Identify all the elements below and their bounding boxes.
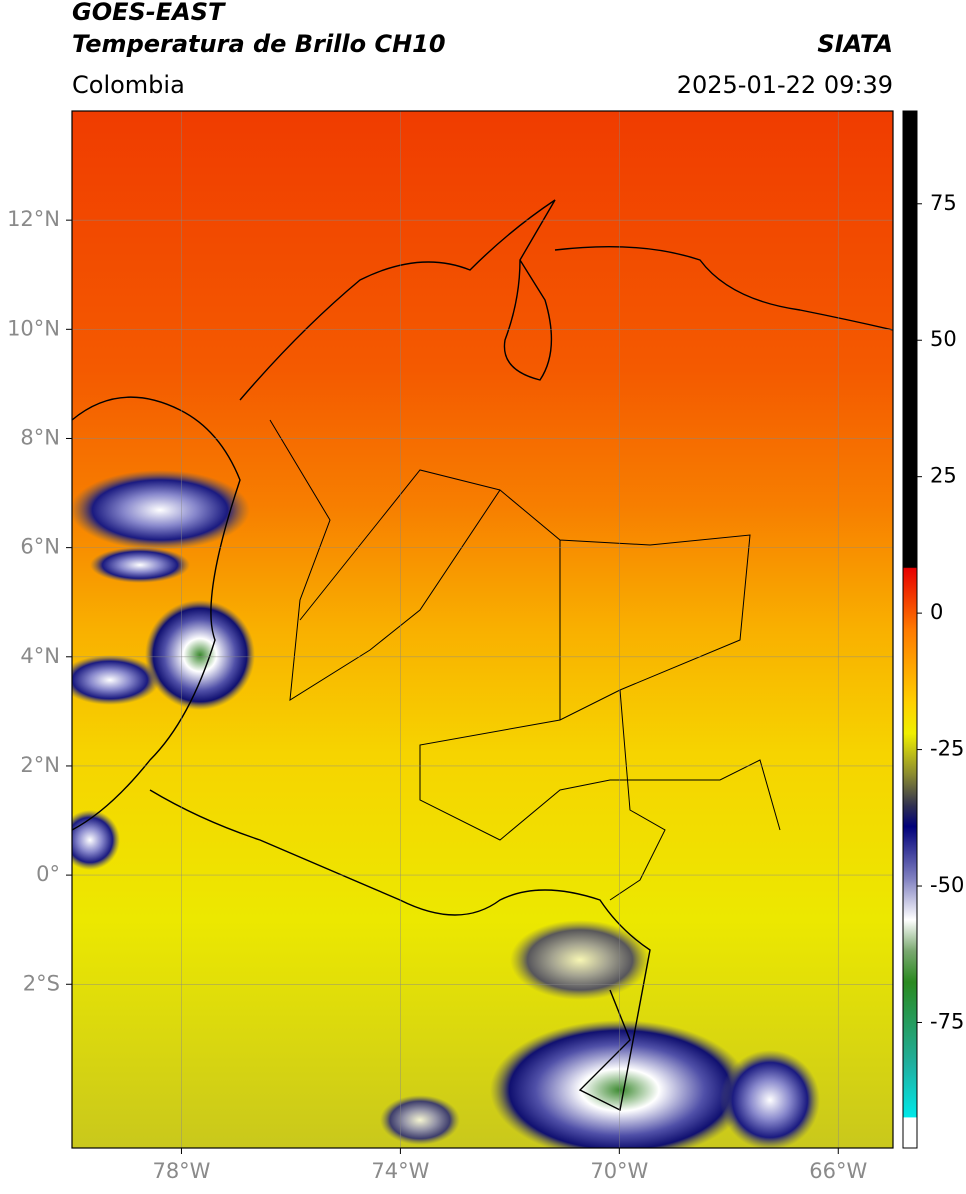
colorbar-label: 0	[930, 600, 943, 624]
y-tick-label: 10°N	[7, 316, 60, 340]
colorbar-label: -75	[930, 1009, 964, 1033]
y-tick-label: 2°N	[20, 753, 60, 777]
y-tick-label: 4°N	[20, 644, 60, 668]
x-tick-label: 70°W	[590, 1159, 648, 1183]
colorbar-label: -25	[930, 737, 964, 761]
x-tick-label: 66°W	[809, 1159, 867, 1183]
map-image	[72, 111, 893, 1148]
x-tick-label: 78°W	[152, 1159, 210, 1183]
y-tick-label: 2°S	[23, 971, 60, 995]
colorbar	[902, 110, 918, 1149]
colorbar-label: -50	[930, 873, 964, 897]
colorbar-label: 25	[930, 464, 957, 488]
satellite: GOES-EAST	[72, 0, 226, 26]
source: SIATA	[817, 30, 893, 58]
y-tick-label: 0°	[36, 862, 60, 886]
y-tick-label: 8°N	[20, 425, 60, 449]
region: Colombia	[72, 71, 185, 99]
map-frame	[71, 110, 894, 1149]
y-tick-label: 6°N	[20, 535, 60, 559]
datetime: 2025-01-22 09:39	[677, 71, 893, 99]
colorbar-label: 75	[930, 191, 957, 215]
x-tick-label: 74°W	[371, 1159, 429, 1183]
graticule	[72, 111, 893, 1148]
y-tick-label: 12°N	[7, 207, 60, 231]
product: Temperatura de Brillo CH10	[72, 30, 446, 58]
colorbar-label: 50	[930, 327, 957, 351]
